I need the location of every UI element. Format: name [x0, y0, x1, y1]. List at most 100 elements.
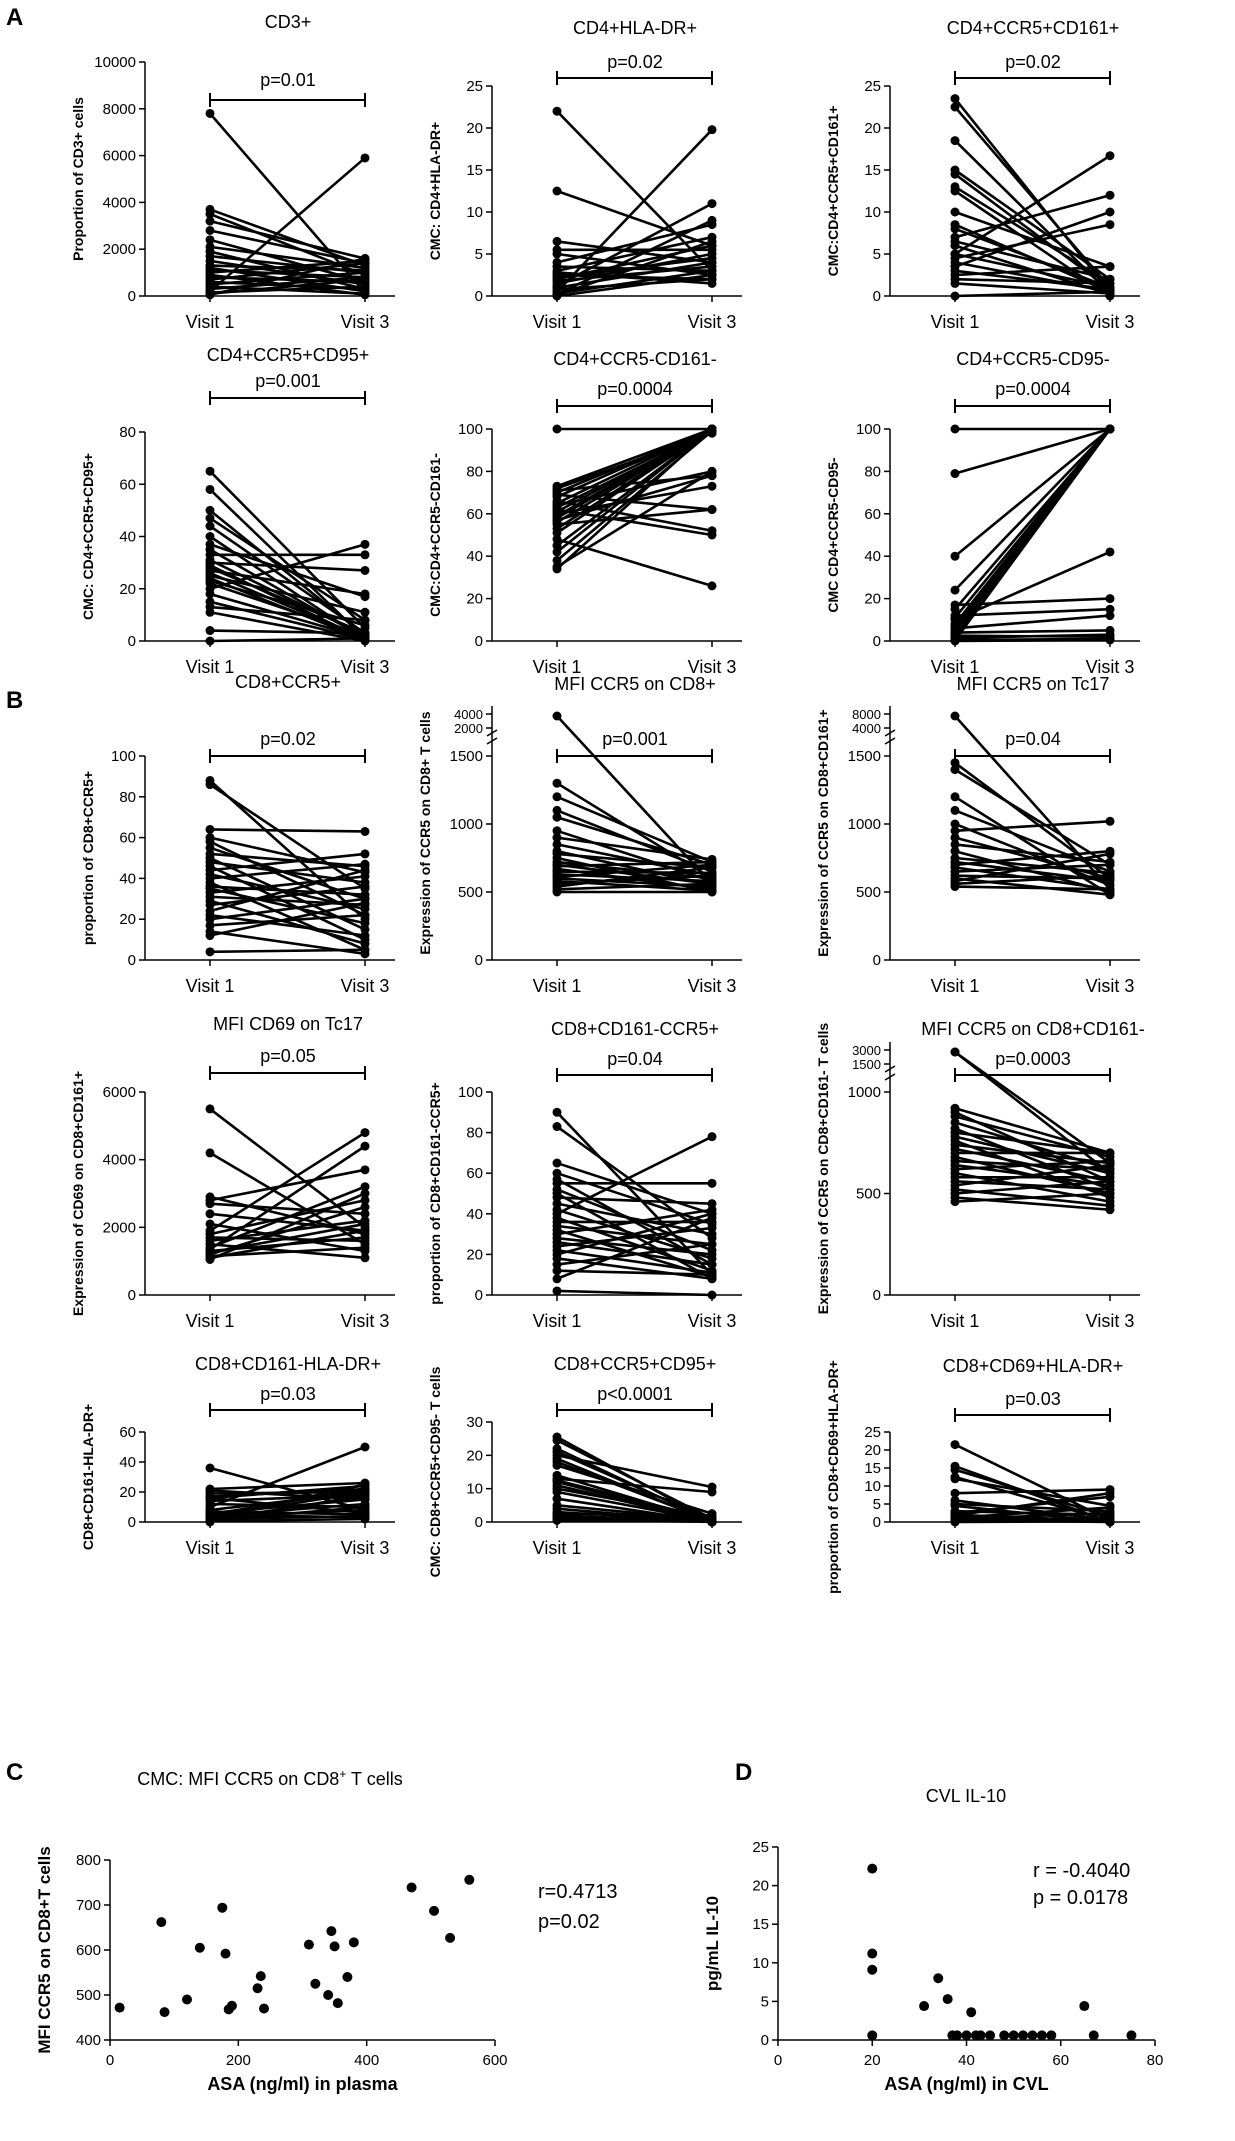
p10-ytick-label: 4000	[103, 1152, 136, 1169]
p11-pair-line	[556, 1249, 713, 1274]
p1-title: CD3+	[265, 12, 312, 32]
p10-pair-line	[209, 1246, 366, 1258]
p7-point-visit1	[205, 824, 215, 834]
p4-pair-line	[209, 592, 366, 640]
p15-ytick-label: 15	[864, 1460, 881, 1477]
p11-pair-line	[556, 1196, 713, 1205]
p2-pair-line	[556, 240, 713, 297]
p6-pair-line	[954, 550, 1111, 621]
p9-ytick-label: 8000	[852, 707, 881, 722]
p9-ytick-label: 500	[856, 884, 881, 901]
p5-point-visit1	[552, 541, 562, 551]
p6-pair-line	[954, 633, 1111, 640]
p1-point-visit3	[360, 153, 370, 163]
p8-ytick-label: 4000	[454, 707, 483, 722]
p12-point-visit3	[1105, 1160, 1115, 1170]
pd-point	[975, 2030, 986, 2041]
p3-pair-line	[954, 265, 1111, 277]
p12-pair-line	[954, 1163, 1111, 1187]
pc-point	[332, 1998, 343, 2009]
p1-pair-line	[209, 257, 366, 297]
p10-point-visit3	[360, 1195, 370, 1205]
p7-pair-line	[209, 895, 366, 907]
p9-point-visit3	[1105, 860, 1115, 870]
p5-point-visit3	[707, 581, 717, 591]
p4-pair-line	[209, 605, 366, 622]
p13-ytick-label: 20	[119, 1484, 136, 1501]
p4-pair-line	[209, 637, 366, 643]
p4-ytick-label: 40	[119, 529, 136, 546]
p8-point-visit1	[552, 778, 562, 788]
p7-point-visit3	[360, 882, 370, 892]
p2-pair-line	[556, 110, 713, 272]
pc-point	[255, 1971, 266, 1982]
p10-pair-line	[209, 1205, 366, 1256]
p13-point-visit1	[205, 1463, 215, 1473]
p9-pair-line	[954, 809, 1111, 873]
p9-pair-line	[954, 877, 1111, 897]
p2-title: CD4+HLA-DR+	[573, 18, 697, 38]
pc-point	[220, 1948, 231, 1959]
p9-pair-line	[954, 822, 1111, 887]
p5-point-visit3	[707, 424, 717, 434]
p14-title: CD8+CCR5+CD95+	[554, 1354, 717, 1374]
pc-point	[226, 2000, 237, 2011]
p12-point-visit3	[1105, 1189, 1115, 1198]
p9-point-visit1	[950, 819, 960, 829]
pc-point	[303, 1939, 314, 1950]
p15-point-visit3	[1105, 1516, 1115, 1526]
p12-title: MFI CCR5 on CD8+CD161-	[921, 1019, 1145, 1039]
p8-point-visit1	[552, 805, 562, 815]
pc-point	[326, 1926, 337, 1937]
p2-pair-line	[556, 128, 713, 293]
pc-ytick-label: 600	[76, 1942, 101, 1959]
p2-point-visit3	[707, 257, 717, 267]
p11-point-visit1	[552, 1274, 562, 1284]
p11-ytick-label: 60	[466, 1165, 483, 1182]
pd-ytick-label: 5	[761, 1993, 769, 2010]
p14-point-visit3	[707, 1487, 717, 1497]
p3-point-visit1	[950, 241, 960, 251]
p13-pvalue: p=0.03	[260, 1384, 316, 1404]
p1-ytick-label: 6000	[103, 148, 136, 165]
p5-ytick-label: 100	[458, 421, 483, 438]
p13-title: CD8+CD161-HLA-DR+	[195, 1354, 381, 1374]
p9-ytick-label: 1000	[848, 816, 881, 833]
p11-xcat-label: Visit 3	[688, 1311, 737, 1331]
panel-letter-a: A	[6, 4, 23, 31]
p11-pair-line	[556, 1212, 713, 1256]
p10-xcat-label: Visit 1	[186, 1311, 235, 1331]
p10-pair-line	[209, 1202, 366, 1216]
p2-pair-line	[556, 189, 713, 247]
p9-pair-line	[954, 849, 1111, 867]
pd-ytick-label: 15	[752, 1916, 769, 1933]
p4-point-visit1	[205, 607, 215, 617]
p11-pvalue: p=0.04	[607, 1049, 663, 1069]
p6-ytick-label: 80	[864, 463, 881, 480]
p6-pair-line	[954, 427, 1111, 475]
p4-point-visit1	[205, 589, 215, 599]
pd-point	[966, 2007, 977, 2018]
p7-ytick-label: 80	[119, 789, 136, 806]
p7-pair-line	[209, 913, 366, 937]
pd-point	[867, 1948, 878, 1959]
pd-ytick-label: 20	[752, 1878, 769, 1895]
p1-point-visit3	[360, 289, 370, 299]
p10-point-visit1	[205, 1219, 215, 1229]
p11-pair-line	[556, 1135, 713, 1215]
p14-ytick-label: 20	[466, 1447, 483, 1464]
p12-pair-line	[954, 1131, 1111, 1155]
p3-ytick-label: 0	[873, 288, 881, 305]
pc-point	[323, 1990, 334, 2000]
p3-pair-line	[954, 240, 1111, 281]
p8-xcat-label: Visit 1	[533, 976, 582, 996]
p1-pair-line	[209, 219, 366, 260]
pc-point	[429, 1905, 440, 1916]
p10-point-visit3	[360, 1209, 370, 1219]
p5-xcat-label: Visit 1	[533, 657, 582, 677]
pc-point	[406, 1882, 417, 1893]
p8-pair-line	[556, 860, 713, 868]
p13-pair-line	[209, 1502, 366, 1518]
p12-point-visit3	[1105, 1148, 1115, 1158]
p3-point-visit3	[1105, 262, 1115, 272]
